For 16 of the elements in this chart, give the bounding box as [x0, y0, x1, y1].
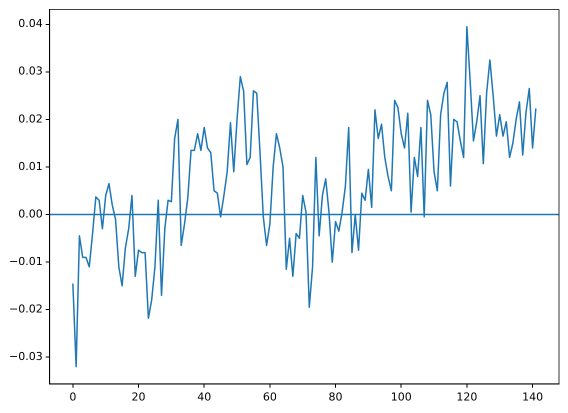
- y-tick-label: 0.04: [18, 17, 43, 30]
- x-tick-label: 140: [522, 390, 544, 404]
- x-tick-label: 60: [262, 390, 277, 404]
- y-tick-label: 0.02: [18, 112, 43, 126]
- y-tick-label: 0.00: [18, 207, 43, 220]
- x-tick-label: 0: [69, 390, 76, 404]
- x-tick-label: 80: [328, 390, 343, 404]
- y-tick-label: −0.03: [8, 350, 43, 364]
- x-tick-label: 20: [132, 390, 146, 404]
- x-tick-label: 40: [197, 390, 212, 404]
- y-tick-label: 0.03: [18, 64, 43, 78]
- y-tick-label: −0.01: [8, 254, 43, 268]
- y-tick-label: 0.01: [18, 160, 43, 173]
- y-tick-label: −0.02: [8, 302, 43, 316]
- x-tick-label: 100: [390, 390, 412, 404]
- x-tick-label: 120: [456, 390, 478, 404]
